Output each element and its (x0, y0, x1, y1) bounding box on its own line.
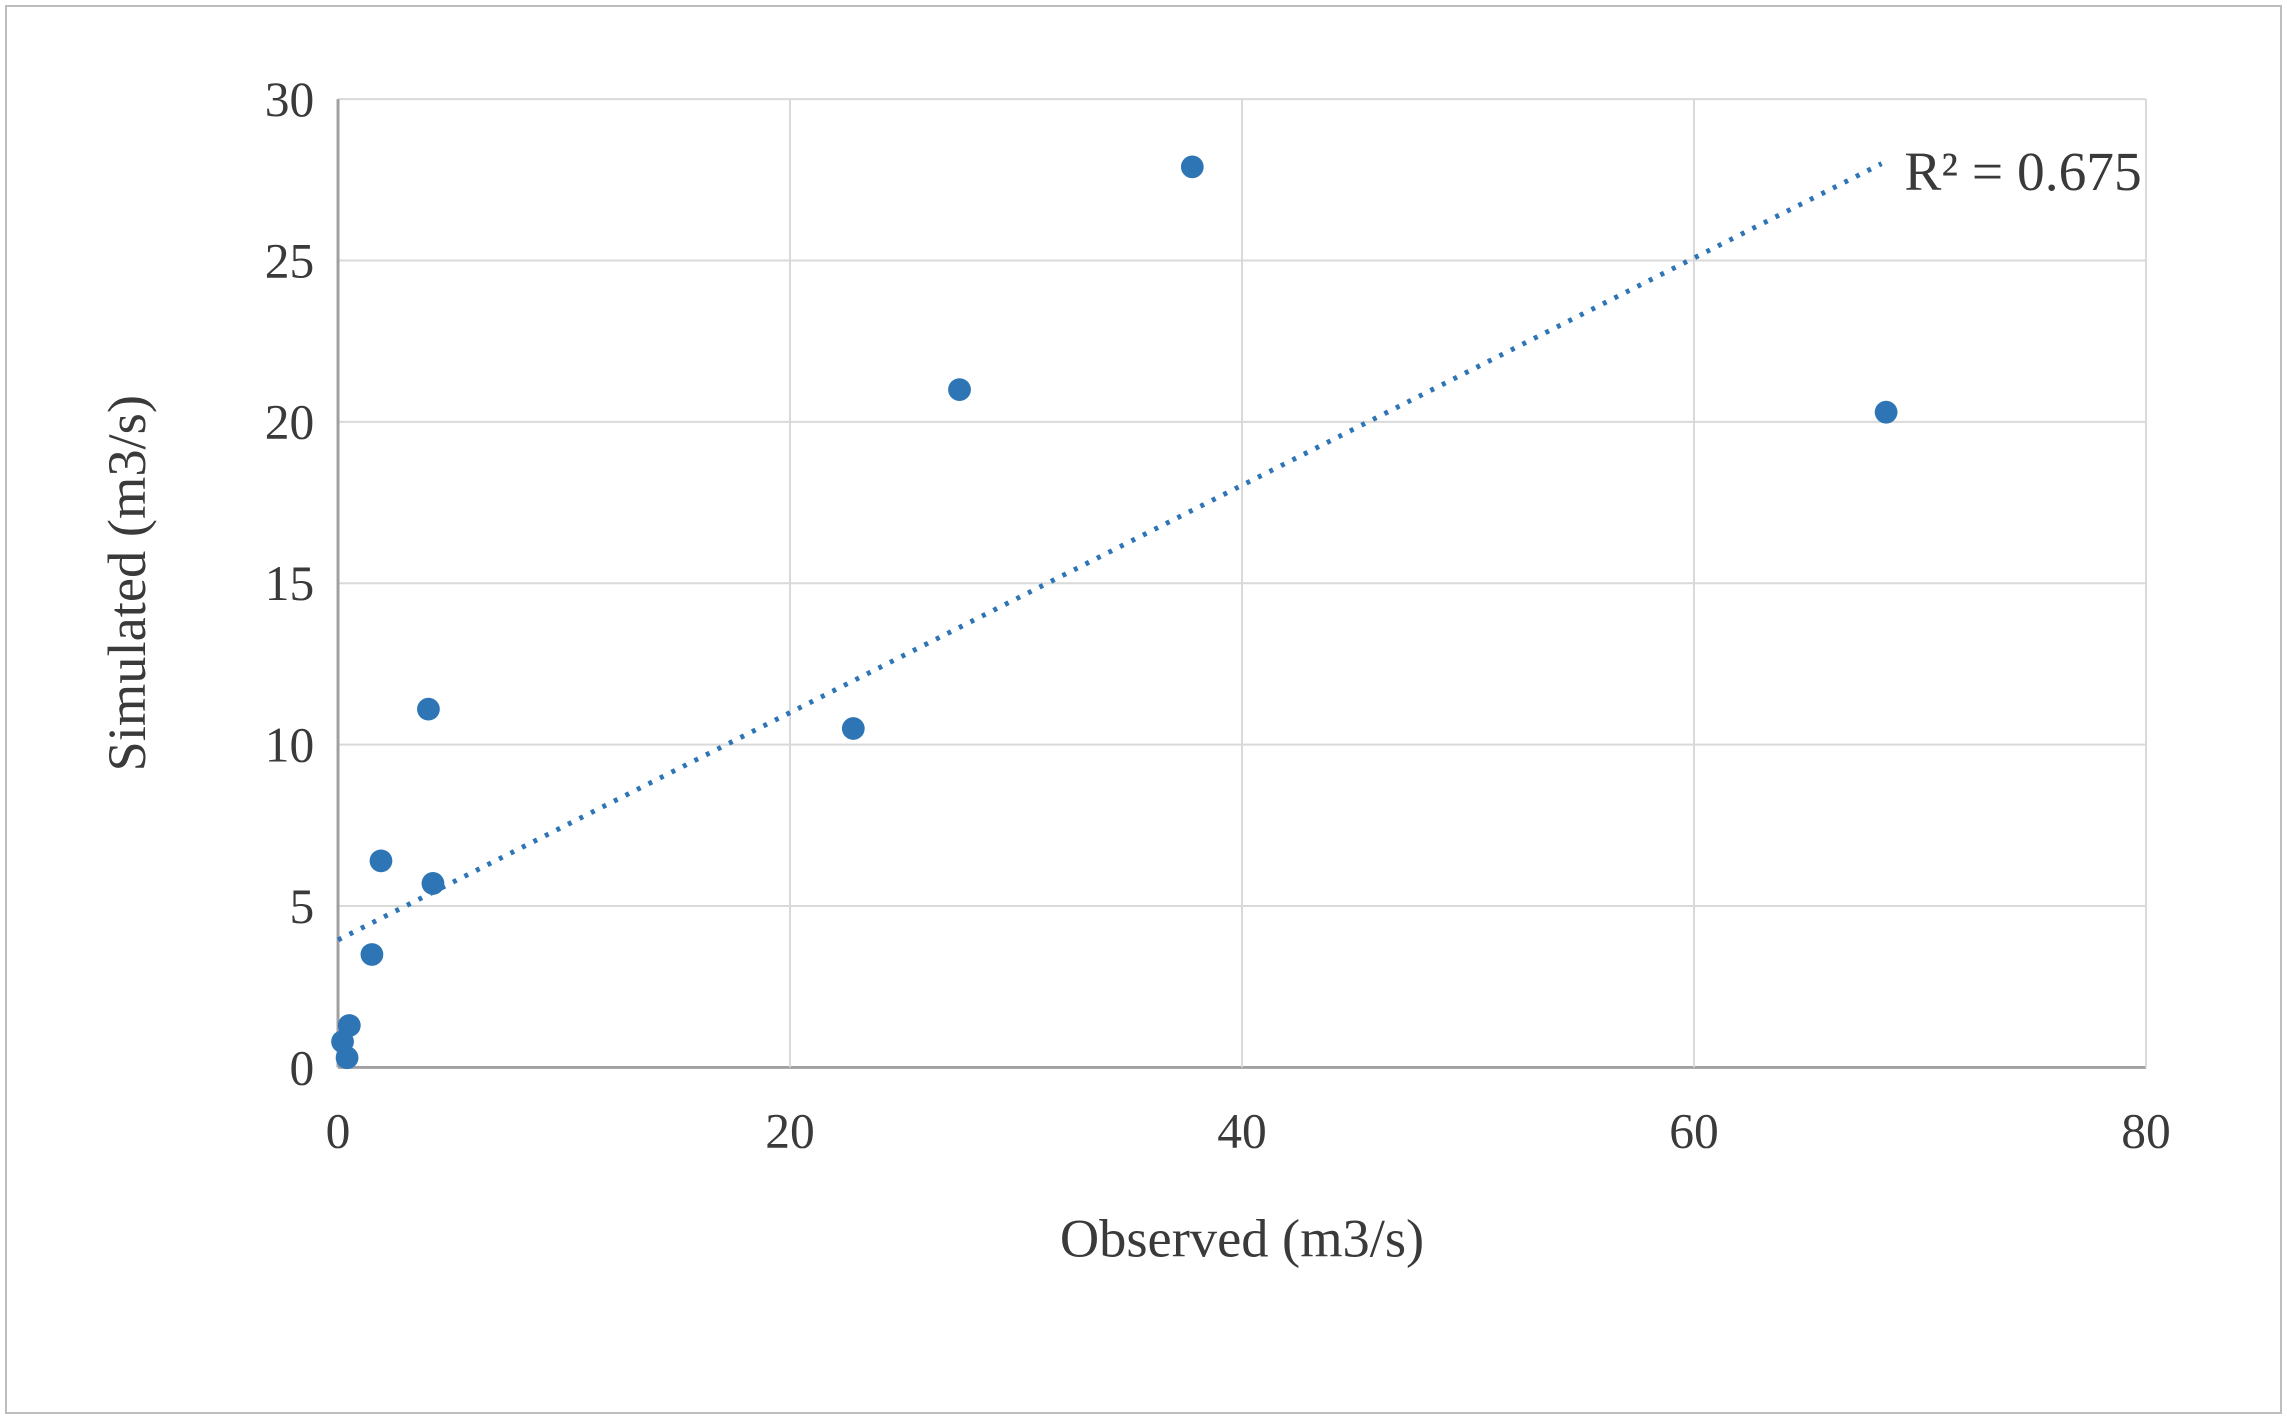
y-tick-label: 25 (265, 233, 315, 288)
x-tick-label: 60 (1669, 1104, 1719, 1159)
data-point (948, 378, 971, 401)
data-point (417, 697, 440, 721)
data-point (421, 872, 445, 895)
data-point (335, 1046, 359, 1070)
data-point (1180, 155, 1204, 179)
y-tick-label: 15 (265, 556, 315, 611)
data-point (1874, 400, 1898, 424)
x-tick-label: 80 (2121, 1104, 2171, 1159)
data-point (337, 1014, 361, 1037)
y-tick-label: 20 (265, 395, 315, 450)
x-tick-label: 40 (1217, 1104, 1267, 1159)
y-tick-label: 0 (290, 1040, 315, 1095)
x-tick-label: 20 (765, 1104, 815, 1159)
plot-area: 0 20 40 60 80 0 5 10 15 20 25 30 (265, 72, 2171, 1159)
data-point (841, 717, 865, 740)
y-tick-label: 5 (290, 879, 315, 934)
y-tick-label: 10 (265, 717, 315, 772)
scatter-chart: 0 20 40 60 80 0 5 10 15 20 25 30 Observed (m3/s) Si… (96, 72, 2171, 1269)
trendline (336, 161, 1883, 943)
r-squared-label: R² = 0.675 (1904, 141, 2141, 202)
y-axis-title: Simulated (m3/s) (96, 395, 157, 772)
data-point (360, 943, 384, 966)
x-tick-label: 0 (326, 1104, 351, 1159)
chart-frame: 0 20 40 60 80 0 5 10 15 20 25 30 Observed (m3/s) Si… (5, 5, 2282, 1414)
y-tick-label: 30 (265, 72, 315, 127)
data-point (369, 849, 393, 873)
x-axis-title: Observed (m3/s) (1060, 1208, 1424, 1269)
